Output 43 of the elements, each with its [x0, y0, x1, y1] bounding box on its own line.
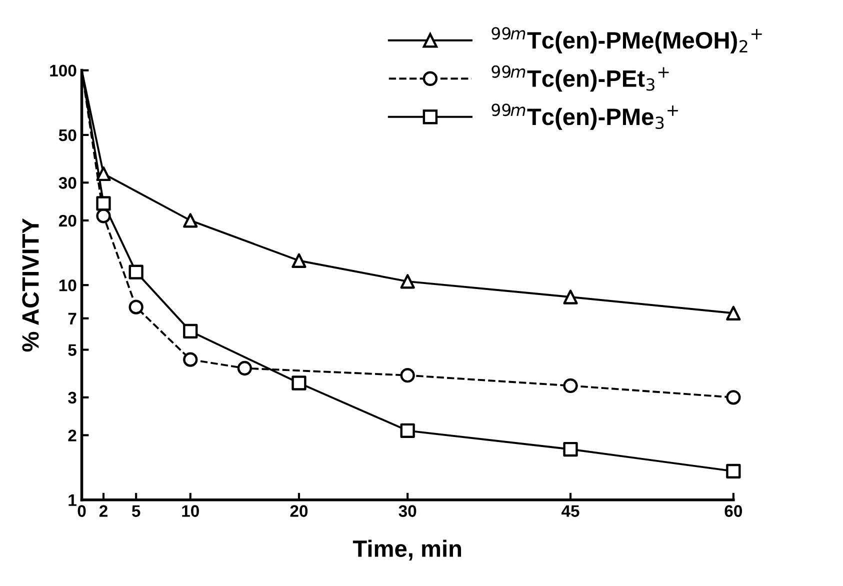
point [183, 352, 198, 367]
point [96, 196, 111, 211]
x-axis-title: Time, min [352, 540, 462, 560]
y-tick-label: 1 [68, 494, 76, 506]
legend-label: $^{99m}$Tc(en)-PMe(MeOH)$_{2}$$^{+}$ [492, 27, 762, 54]
point [563, 290, 578, 304]
point [128, 264, 144, 280]
x-tick-label: 30 [398, 505, 416, 517]
point [292, 253, 306, 268]
legend-label: $^{99m}$Tc(en)-PEt$_{3}$$^{+}$ [492, 65, 669, 92]
y-tick-label: 20 [58, 214, 76, 227]
point [183, 324, 198, 339]
x-tick-label: 5 [132, 505, 140, 517]
x-tick-label: 20 [290, 505, 308, 517]
point [292, 376, 306, 390]
point [400, 423, 415, 438]
point [183, 213, 198, 228]
point [400, 274, 415, 289]
y-axis-title: % ACTIVITY [22, 218, 39, 352]
x-tick-label: 45 [561, 505, 580, 517]
point [237, 360, 252, 376]
y-tick-label: 10 [59, 279, 76, 292]
point [726, 306, 741, 320]
x-tick-label: 0 [78, 505, 86, 517]
x-tick-label: 10 [182, 505, 199, 517]
x-tick-label: 2 [99, 505, 108, 517]
legend-label: $^{99m}$Tc(en)-PMe$_{3}$$^{+}$ [492, 104, 678, 130]
point [726, 464, 741, 478]
point [400, 368, 415, 383]
y-tick-label: 5 [68, 344, 76, 356]
point [96, 208, 111, 224]
point [563, 442, 578, 457]
point [563, 378, 578, 394]
point [96, 166, 111, 182]
point [128, 300, 144, 314]
y-tick-label: 7 [68, 312, 76, 324]
y-tick-label: 2 [68, 430, 76, 442]
y-tick-label: 30 [58, 177, 76, 189]
y-tick-label: 50 [58, 129, 76, 142]
point [726, 390, 741, 405]
y-tick-label: 100 [50, 64, 76, 77]
y-tick-label: 3 [68, 392, 76, 404]
x-tick-label: 60 [724, 505, 742, 517]
